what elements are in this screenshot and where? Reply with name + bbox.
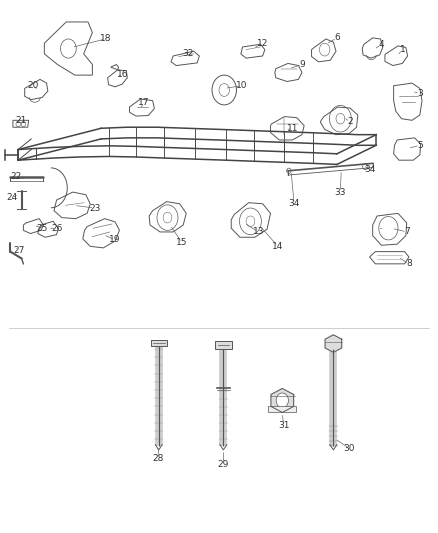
Text: 12: 12 xyxy=(257,39,268,48)
Text: 23: 23 xyxy=(89,204,100,213)
Text: 13: 13 xyxy=(253,228,264,237)
Text: 1: 1 xyxy=(399,45,405,54)
Text: 14: 14 xyxy=(272,242,284,251)
Polygon shape xyxy=(271,389,293,413)
Text: 3: 3 xyxy=(417,89,423,98)
Text: 26: 26 xyxy=(51,224,62,233)
Text: 20: 20 xyxy=(27,81,39,90)
Text: 19: 19 xyxy=(110,236,121,245)
Text: 4: 4 xyxy=(378,40,384,49)
Text: 8: 8 xyxy=(406,260,412,268)
Text: 31: 31 xyxy=(278,422,290,431)
Text: 27: 27 xyxy=(13,246,25,255)
Text: 29: 29 xyxy=(218,460,229,469)
Text: 10: 10 xyxy=(236,81,247,90)
Text: 2: 2 xyxy=(347,117,353,126)
Polygon shape xyxy=(325,335,342,352)
Text: 15: 15 xyxy=(176,238,187,247)
Text: 7: 7 xyxy=(404,228,410,237)
Text: 32: 32 xyxy=(183,50,194,58)
Text: 33: 33 xyxy=(335,188,346,197)
Text: 24: 24 xyxy=(6,193,17,202)
Text: 17: 17 xyxy=(138,98,150,107)
Circle shape xyxy=(276,393,288,408)
Text: 30: 30 xyxy=(343,444,355,453)
Text: 11: 11 xyxy=(286,124,298,133)
Text: 34: 34 xyxy=(364,165,375,174)
Text: 21: 21 xyxy=(15,116,26,125)
Polygon shape xyxy=(151,340,166,346)
Text: 34: 34 xyxy=(288,199,300,208)
Text: 22: 22 xyxy=(11,172,21,181)
Text: 28: 28 xyxy=(152,455,163,463)
Text: 9: 9 xyxy=(299,60,305,69)
Polygon shape xyxy=(268,406,296,412)
Text: 16: 16 xyxy=(117,70,129,78)
Text: 18: 18 xyxy=(100,35,111,44)
Polygon shape xyxy=(215,341,232,349)
Text: 5: 5 xyxy=(417,141,423,150)
Text: 6: 6 xyxy=(334,34,340,43)
Text: 25: 25 xyxy=(36,224,48,233)
